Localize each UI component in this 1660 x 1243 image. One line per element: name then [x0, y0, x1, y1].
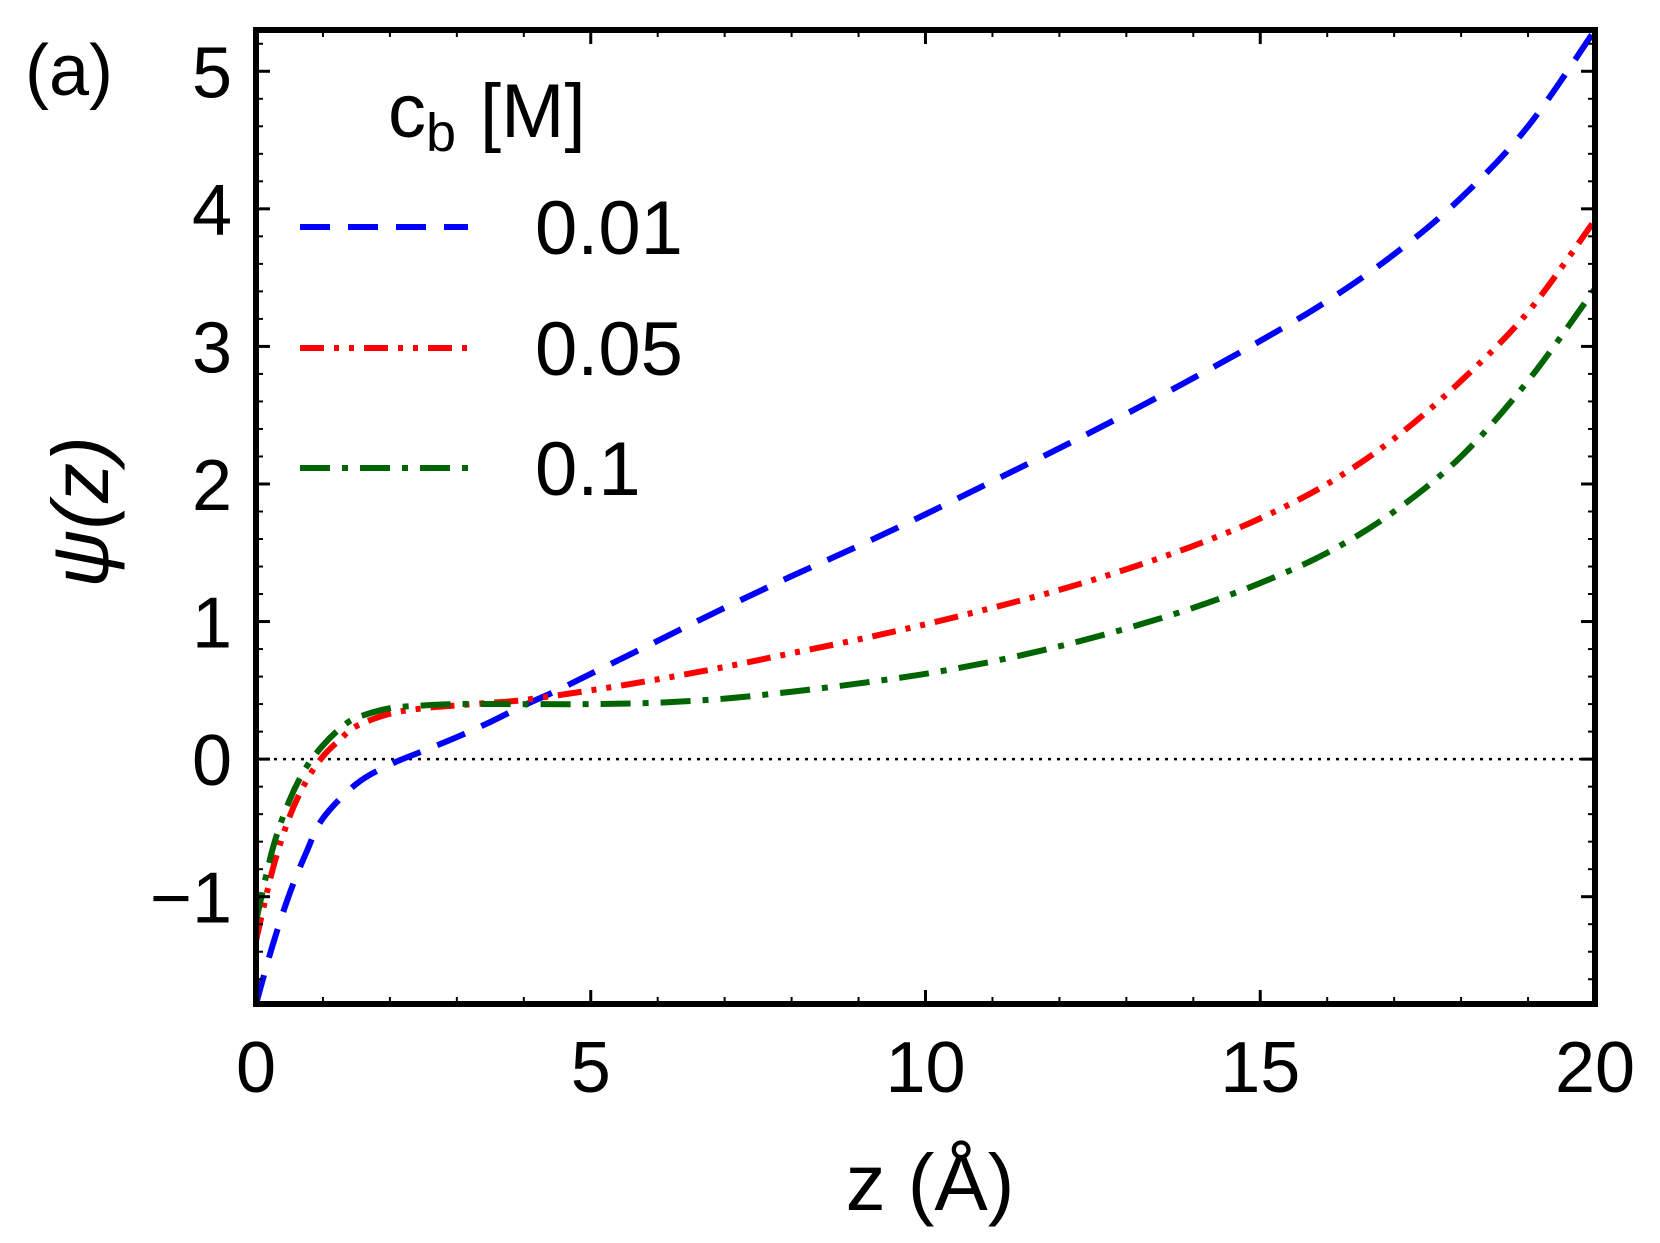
- x-axis-label: z (Å): [846, 1138, 1015, 1227]
- legend: cb [M] 0.01 0.05 0.1: [300, 69, 683, 512]
- y-tick-label: 3: [192, 308, 232, 388]
- y-tick-label: −1: [150, 859, 232, 939]
- legend-entries: 0.01 0.05 0.1: [300, 186, 683, 512]
- series-line-2: [253, 286, 1598, 923]
- x-tick-label: 5: [571, 1028, 611, 1108]
- legend-title-sub: b: [426, 103, 456, 163]
- y-tick-label: 0: [192, 721, 232, 801]
- legend-title-unit: [M]: [480, 69, 586, 154]
- legend-title: cb [M]: [388, 69, 586, 163]
- legend-label-1: 0.05: [535, 307, 683, 392]
- x-tick-label: 0: [236, 1028, 276, 1108]
- x-tick-label: 20: [1555, 1028, 1635, 1108]
- tick-labels: 0 5 10 15 20 −1 0 1 2 3 4 5: [150, 33, 1635, 1108]
- plot-layer: [253, 28, 1598, 1005]
- legend-label-2: 0.1: [535, 427, 641, 512]
- legend-title-main: c: [388, 69, 426, 154]
- plot-frame: [253, 27, 1598, 1007]
- x-tick-label: 10: [885, 1028, 965, 1108]
- y-tick-label: 5: [192, 33, 232, 113]
- y-tick-label: 2: [192, 446, 232, 526]
- legend-label-0: 0.01: [535, 186, 683, 271]
- y-tick-label: 1: [192, 584, 232, 664]
- x-tick-label: 15: [1220, 1028, 1300, 1108]
- series-line-0: [253, 28, 1598, 1005]
- y-tick-label: 4: [192, 171, 232, 251]
- y-axis-label: ψ(z): [36, 436, 125, 587]
- panel-label: (a): [25, 31, 113, 111]
